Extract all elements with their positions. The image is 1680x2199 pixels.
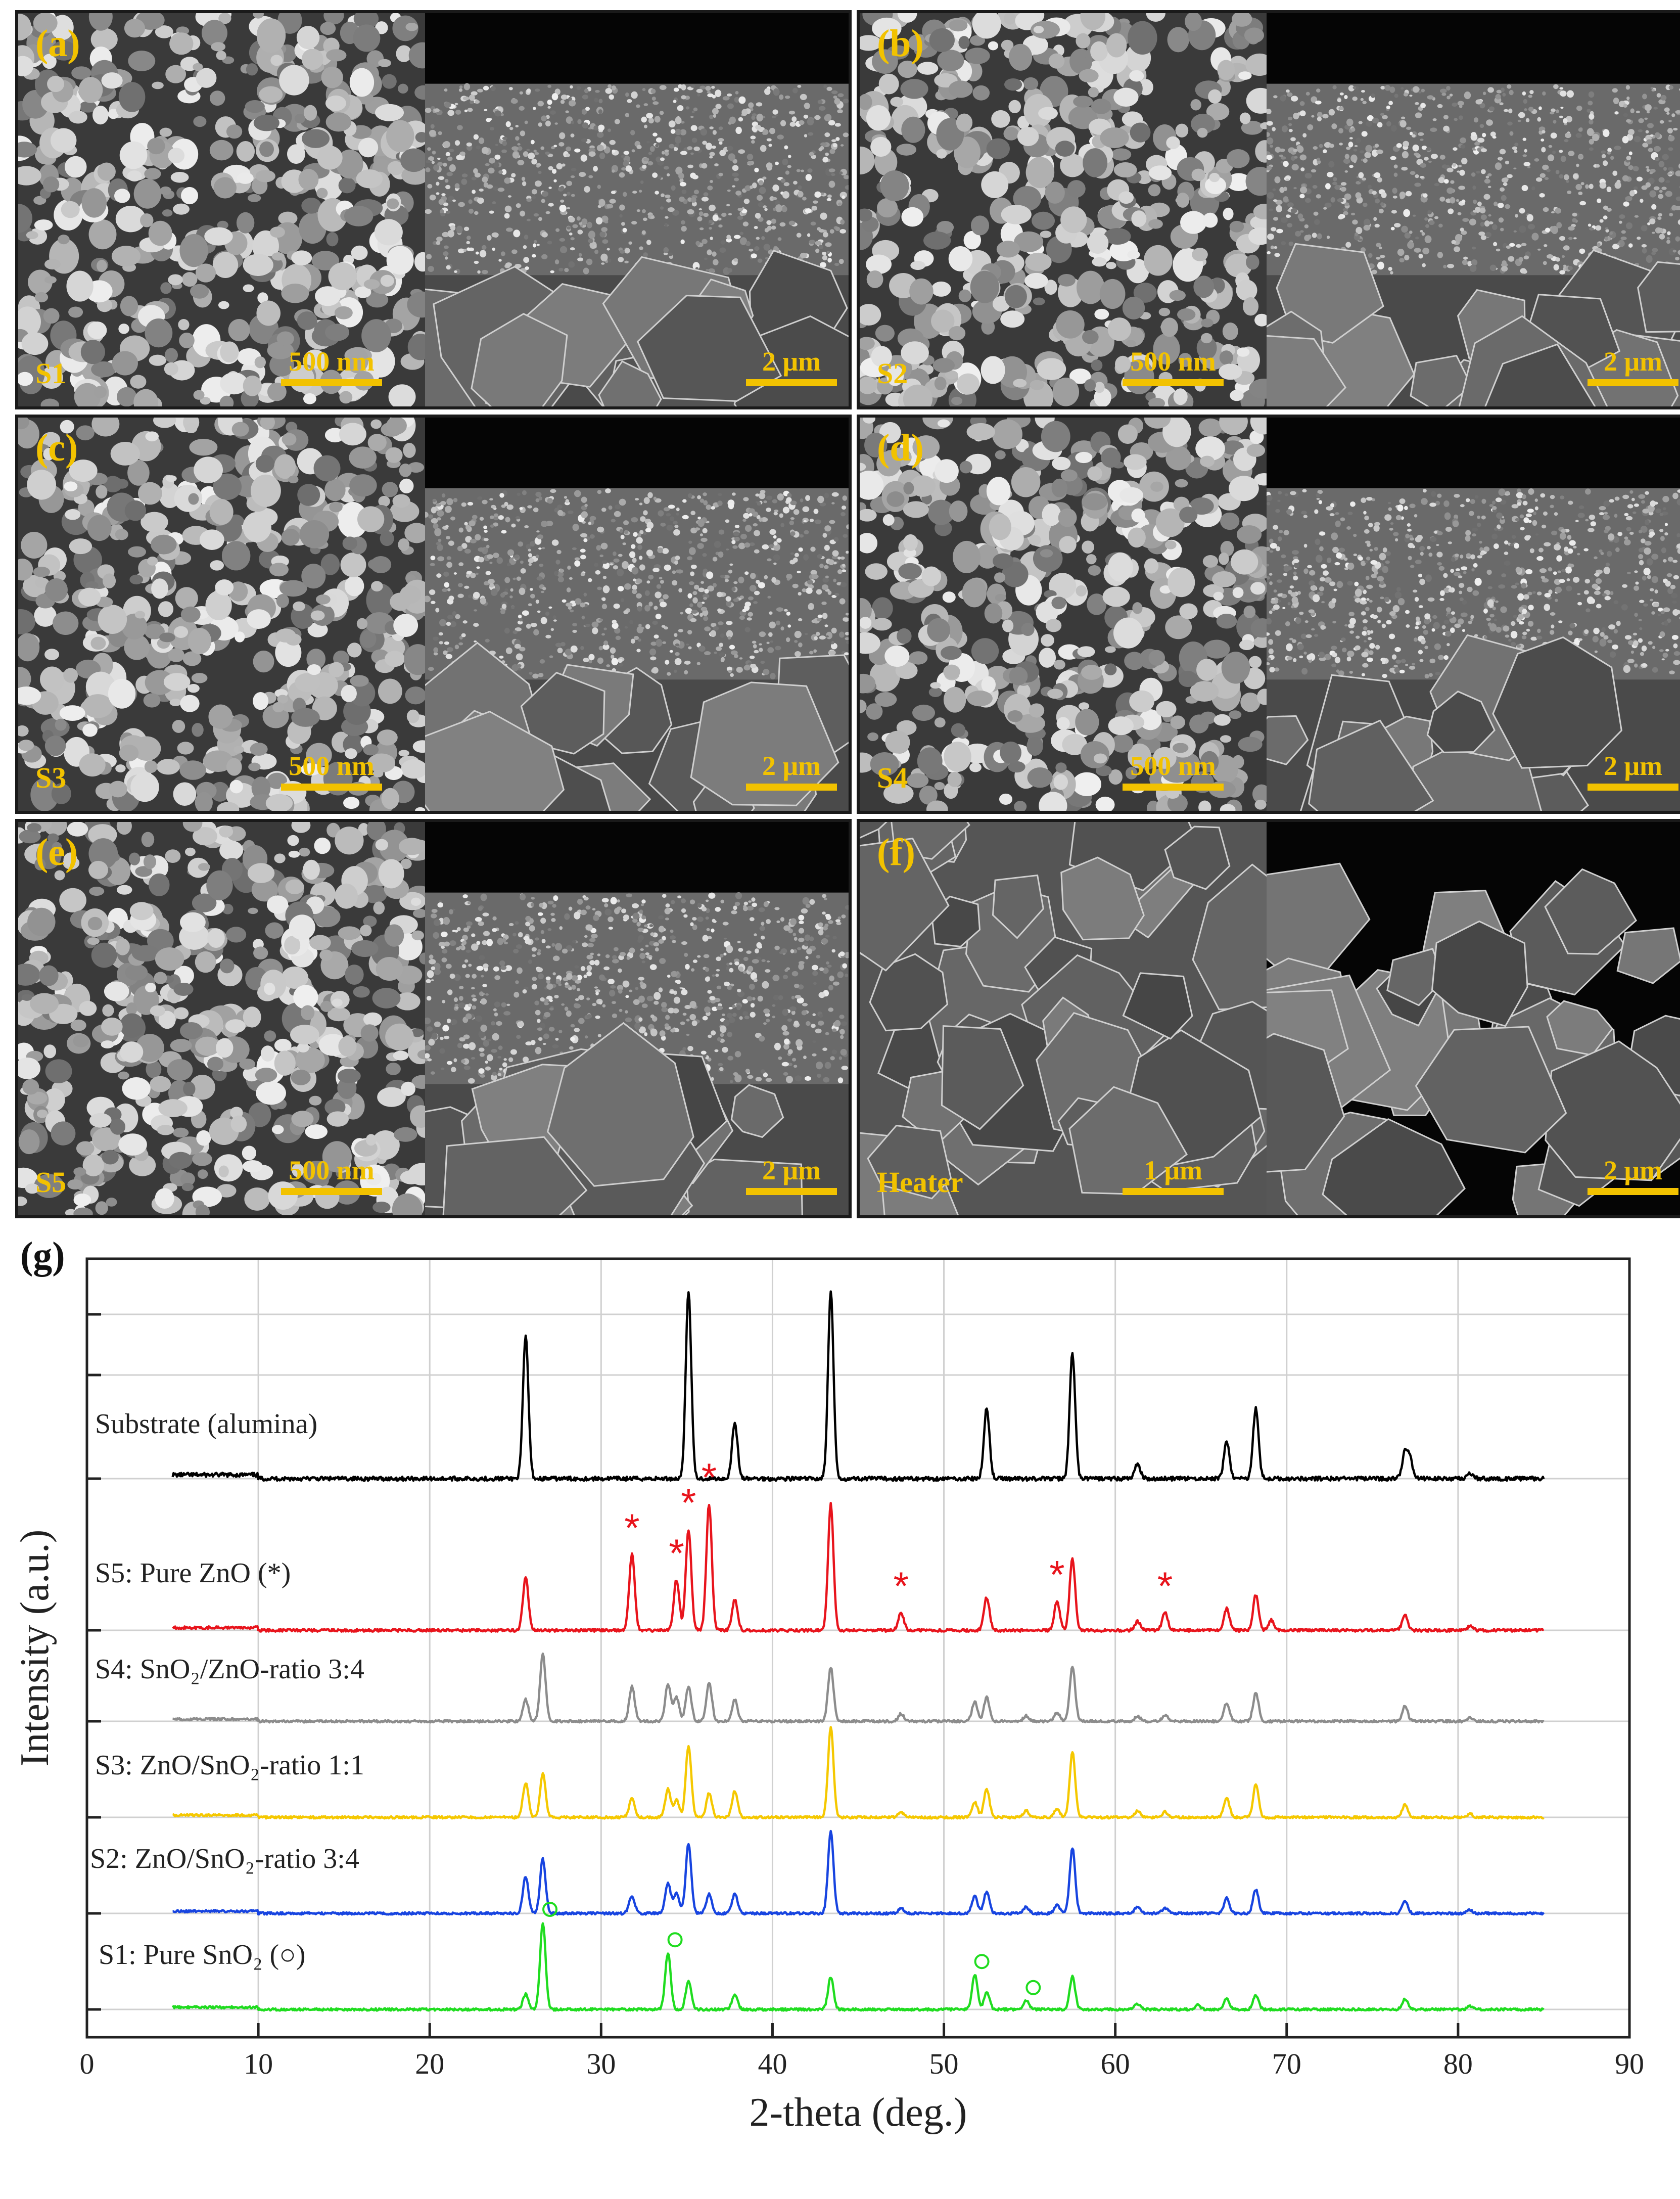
xrd-chart: 0 10 20 30 40 50 60 70 80 90 2-theta (deg.) Intensi… — [13, 1257, 1644, 2135]
scale-bar: 500 nm — [1123, 752, 1224, 791]
sem-panel-f: (f) Heater 1 μm 2 μm — [857, 819, 1680, 1218]
x-tick-label: 40 — [758, 2047, 787, 2080]
sem-panel-d: (d) S4 500 nm 2 μm — [857, 415, 1680, 814]
scale-bar-label: 500 nm — [289, 1155, 375, 1185]
series-label: Substrate (alumina) — [95, 1408, 317, 1440]
scale-bar: 2 μm — [746, 348, 837, 386]
series-label: S2: ZnO/SnO₂-ratio 3:4 — [90, 1843, 359, 1874]
series-label: S1: Pure SnO₂ (○) — [99, 1939, 306, 1971]
zno-peak-marker: * — [894, 1564, 909, 1608]
series-label: S5: Pure ZnO (*) — [95, 1557, 291, 1589]
x-tick-label: 90 — [1615, 2047, 1644, 2080]
scale-bar-label: 2 μm — [762, 346, 821, 377]
xrd-trace — [172, 1726, 1545, 1820]
zno-peak-marker: * — [1049, 1552, 1064, 1597]
sample-label: S1 — [35, 357, 67, 390]
sem-panel-e: (e) S5 500 nm 2 μm — [15, 819, 852, 1218]
x-tick-label: 30 — [586, 2047, 616, 2080]
sno2-peak-marker — [542, 1902, 558, 1917]
scale-bar: 2 μm — [1588, 348, 1678, 386]
xrd-trace — [172, 1501, 1544, 1633]
scale-bar-label: 2 μm — [762, 751, 821, 781]
panel-label: (e) — [35, 831, 78, 874]
scale-bar: 500 nm — [281, 348, 382, 386]
xrd-trace — [171, 1922, 1545, 2012]
sem-cross-section-image — [1267, 418, 1680, 811]
sem-panel-b: (b) S2 500 nm 2 μm — [857, 10, 1680, 409]
sem-panel-a: (a) S1 500 nm 2 μm — [15, 10, 852, 409]
scale-bar-label: 2 μm — [1603, 751, 1663, 781]
series-label: S3: ZnO/SnO₂-ratio 1:1 — [95, 1750, 364, 1781]
sem-figure-grid: (a) S1 500 nm 2 μm (b) S2 500 nm 2 μm (c) S3 500 n… — [15, 10, 1680, 1218]
xrd-trace — [172, 1652, 1545, 1724]
x-axis-title: 2-theta (deg.) — [750, 2090, 967, 2135]
scale-bar-label: 500 nm — [289, 346, 375, 377]
scale-bar: 2 μm — [1588, 752, 1678, 791]
scale-bar: 2 μm — [746, 752, 837, 791]
sem-cross-section-image — [425, 822, 849, 1215]
scale-bar: 500 nm — [1123, 348, 1224, 386]
scale-bar-label: 500 nm — [289, 751, 375, 781]
scale-bar: 500 nm — [281, 752, 382, 791]
xrd-trace — [171, 1290, 1545, 1482]
x-tick-label: 50 — [929, 2047, 959, 2080]
panel-label-g: (g) — [20, 1234, 65, 1277]
sample-label: S5 — [35, 1166, 67, 1199]
scale-bar: 2 μm — [746, 1157, 837, 1195]
scale-bar-label: 2 μm — [1603, 346, 1663, 377]
scale-bar-label: 500 nm — [1130, 751, 1216, 781]
panel-label: (a) — [35, 22, 80, 65]
x-tick-label: 70 — [1272, 2047, 1301, 2080]
sem-topview-image — [18, 418, 426, 811]
sem-panel-c: (c) S3 500 nm 2 μm — [15, 415, 852, 814]
y-axis-title: Intensity (a.u.) — [13, 1530, 57, 1767]
x-tick-label: 80 — [1443, 2047, 1473, 2080]
scale-bar-label: 2 μm — [1603, 1155, 1663, 1185]
sample-label: S3 — [35, 761, 67, 794]
series-label: S4: SnO₂/ZnO-ratio 3:4 — [95, 1654, 364, 1685]
sno2-peak-marker — [974, 1954, 990, 1969]
panel-label: (c) — [35, 427, 78, 469]
sem-topview-image — [860, 822, 1267, 1215]
plot-frame — [85, 1257, 1631, 2039]
sem-cross-section-image — [1267, 13, 1680, 406]
x-tick-label: 10 — [244, 2047, 273, 2080]
sem-topview-image — [18, 13, 426, 406]
scale-bar: 500 nm — [281, 1157, 382, 1195]
sem-cross-section-image — [425, 13, 849, 406]
x-tick-label: 20 — [415, 2047, 444, 2080]
x-tick-label: 0 — [80, 2047, 95, 2080]
scale-bar-label: 500 nm — [1130, 346, 1216, 377]
panel-label: (d) — [877, 427, 924, 469]
sno2-peak-marker — [1025, 1980, 1041, 1995]
sem-cross-section-image — [1267, 822, 1680, 1215]
zno-peak-marker: * — [624, 1505, 639, 1550]
zno-peak-marker: * — [1157, 1564, 1173, 1608]
sem-topview-image — [860, 418, 1267, 811]
zno-peak-marker: * — [681, 1480, 696, 1525]
zno-peak-marker: * — [669, 1531, 684, 1575]
sample-label: Heater — [877, 1166, 963, 1199]
scale-bar-label: 1 μm — [1143, 1155, 1203, 1185]
scale-bar-label: 2 μm — [762, 1155, 821, 1185]
sample-label: S4 — [877, 761, 908, 794]
sno2-peak-marker — [667, 1932, 683, 1948]
sem-topview-image — [18, 822, 426, 1215]
panel-label: (f) — [877, 831, 915, 874]
panel-label: (b) — [877, 22, 924, 65]
sem-topview-image — [860, 13, 1267, 406]
x-tick-label: 60 — [1101, 2047, 1130, 2080]
scale-bar: 2 μm — [1588, 1157, 1678, 1195]
scale-bar: 1 μm — [1123, 1157, 1224, 1195]
sem-cross-section-image — [425, 418, 849, 811]
xrd-trace — [172, 1829, 1545, 1916]
sample-label: S2 — [877, 357, 908, 390]
zno-peak-marker: * — [702, 1455, 717, 1499]
